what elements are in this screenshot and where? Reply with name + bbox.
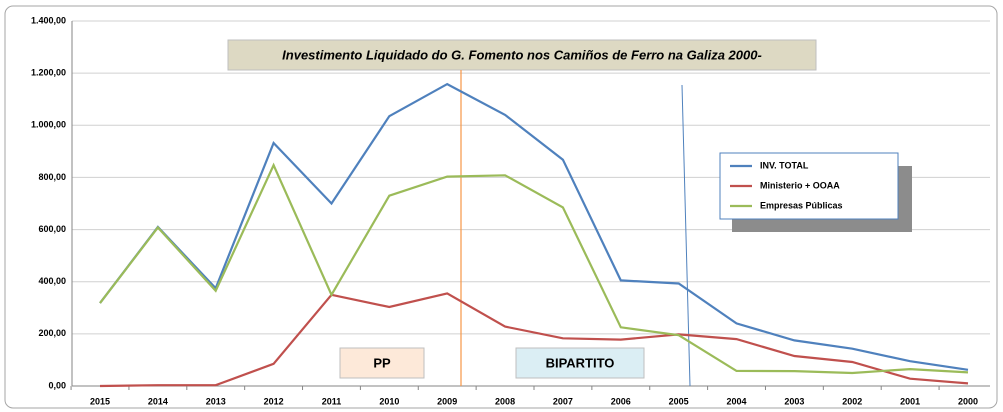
x-tick-label: 2012 [264, 396, 284, 406]
y-tick-label: 1.200,00 [31, 68, 66, 78]
x-tick-label: 2002 [842, 396, 862, 406]
x-tick-label: 2001 [900, 396, 920, 406]
y-tick-label: 800,00 [38, 172, 66, 182]
y-tick-label: 200,00 [38, 328, 66, 338]
x-tick-label: 2009 [437, 396, 457, 406]
y-tick-label: 400,00 [38, 276, 66, 286]
chart-title: Investimento Liquidado do G. Fomento nos… [282, 47, 762, 62]
x-tick-label: 2011 [322, 396, 342, 406]
legend-label: INV. TOTAL [760, 160, 809, 170]
y-tick-label: 1.000,00 [31, 120, 66, 130]
annotation: BIPARTITO [546, 355, 615, 370]
annotation: PP [373, 355, 391, 370]
x-tick-label: 2005 [669, 396, 689, 406]
x-tick-label: 2006 [611, 396, 631, 406]
series-line [99, 162, 969, 375]
annotation-box [339, 347, 425, 379]
x-tick-label: 2007 [553, 396, 573, 406]
plot [99, 82, 969, 388]
x-tick-label: 2003 [784, 396, 804, 406]
series-line [99, 82, 969, 371]
y-tick-label: 1.400,00 [31, 15, 66, 25]
x-tick-label: 2008 [495, 396, 515, 406]
legend-label: Empresas Públicas [760, 200, 843, 210]
y-tick-label: 0,00 [48, 380, 66, 390]
x-tick-label: 2004 [727, 396, 747, 406]
annotation-box [515, 347, 645, 379]
x-tick-label: 2014 [148, 396, 168, 406]
x-tick-label: 2013 [206, 396, 226, 406]
series-line [99, 292, 969, 388]
x-tick-label: 2000 [958, 396, 978, 406]
legend-label: Ministerio + OOAA [760, 180, 840, 190]
grid: 0,00 200,00 400,00 600,00 800,00 1.000,00 1.20… [31, 15, 990, 406]
x-tick-label: 2015 [90, 396, 110, 406]
title-box [227, 39, 817, 71]
chart-border [4, 5, 998, 409]
x-tick-label: 2010 [379, 396, 399, 406]
y-tick-label: 600,00 [38, 224, 66, 234]
